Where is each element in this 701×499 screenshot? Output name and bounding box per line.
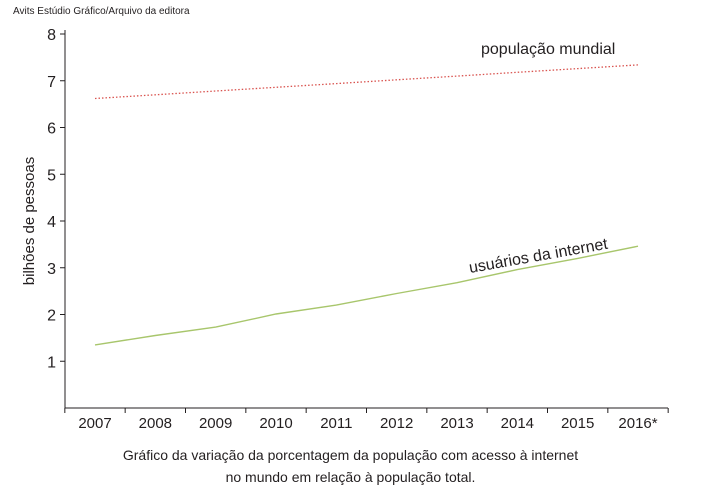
- x-tick-label-2011: 2011: [320, 415, 352, 432]
- series-line-0: [94, 64, 639, 100]
- x-tick-label-2016*: 2016*: [618, 415, 657, 432]
- series-label-populacao-mundial: população mundial: [481, 41, 615, 58]
- y-tick-label-4: 4: [47, 214, 56, 231]
- x-tick-label-2012: 2012: [380, 415, 413, 432]
- line-chart: 1 2 3 4 5 6 7 8 2007 2008 2009 2010 2011 2012 2013 201…: [21, 27, 669, 432]
- x-tick-label-2014: 2014: [501, 415, 534, 432]
- image-credit: Avits Estúdio Gráfico/Arquivo da editora: [13, 6, 190, 17]
- series-line-1: [94, 245, 639, 346]
- y-tick-label-6: 6: [47, 121, 56, 138]
- y-axis-ticks: 1 2 3 4 5 6 7 8: [47, 27, 65, 371]
- x-tick-label-2008: 2008: [139, 415, 172, 432]
- x-axis-ticks: 2007 2008 2009 2010 2011 2012 2013 2014 2015 2016…: [64, 408, 669, 432]
- x-tick-label-2015: 2015: [561, 415, 594, 432]
- y-tick-label-1: 1: [47, 354, 56, 371]
- x-tick-label-2013: 2013: [440, 415, 473, 432]
- chart-caption: Gráfico da variação da porcentagem da po…: [0, 444, 701, 488]
- x-tick-label-2007: 2007: [78, 415, 111, 432]
- caption-line-2: no mundo em relação à população total.: [225, 469, 476, 485]
- series-lines: [94, 64, 639, 346]
- y-axis-label: bilhões de pessoas: [21, 157, 38, 285]
- caption-line-1: Gráfico da variação da porcentagem da po…: [122, 447, 579, 463]
- x-tick-label-2010: 2010: [259, 415, 292, 432]
- y-tick-label-5: 5: [47, 167, 56, 184]
- x-tick-label-2009: 2009: [199, 415, 232, 432]
- chart-axes: [64, 30, 668, 409]
- y-tick-label-3: 3: [47, 261, 56, 278]
- y-tick-label-2: 2: [47, 308, 56, 325]
- y-tick-label-7: 7: [47, 74, 56, 91]
- y-tick-label-8: 8: [47, 27, 56, 44]
